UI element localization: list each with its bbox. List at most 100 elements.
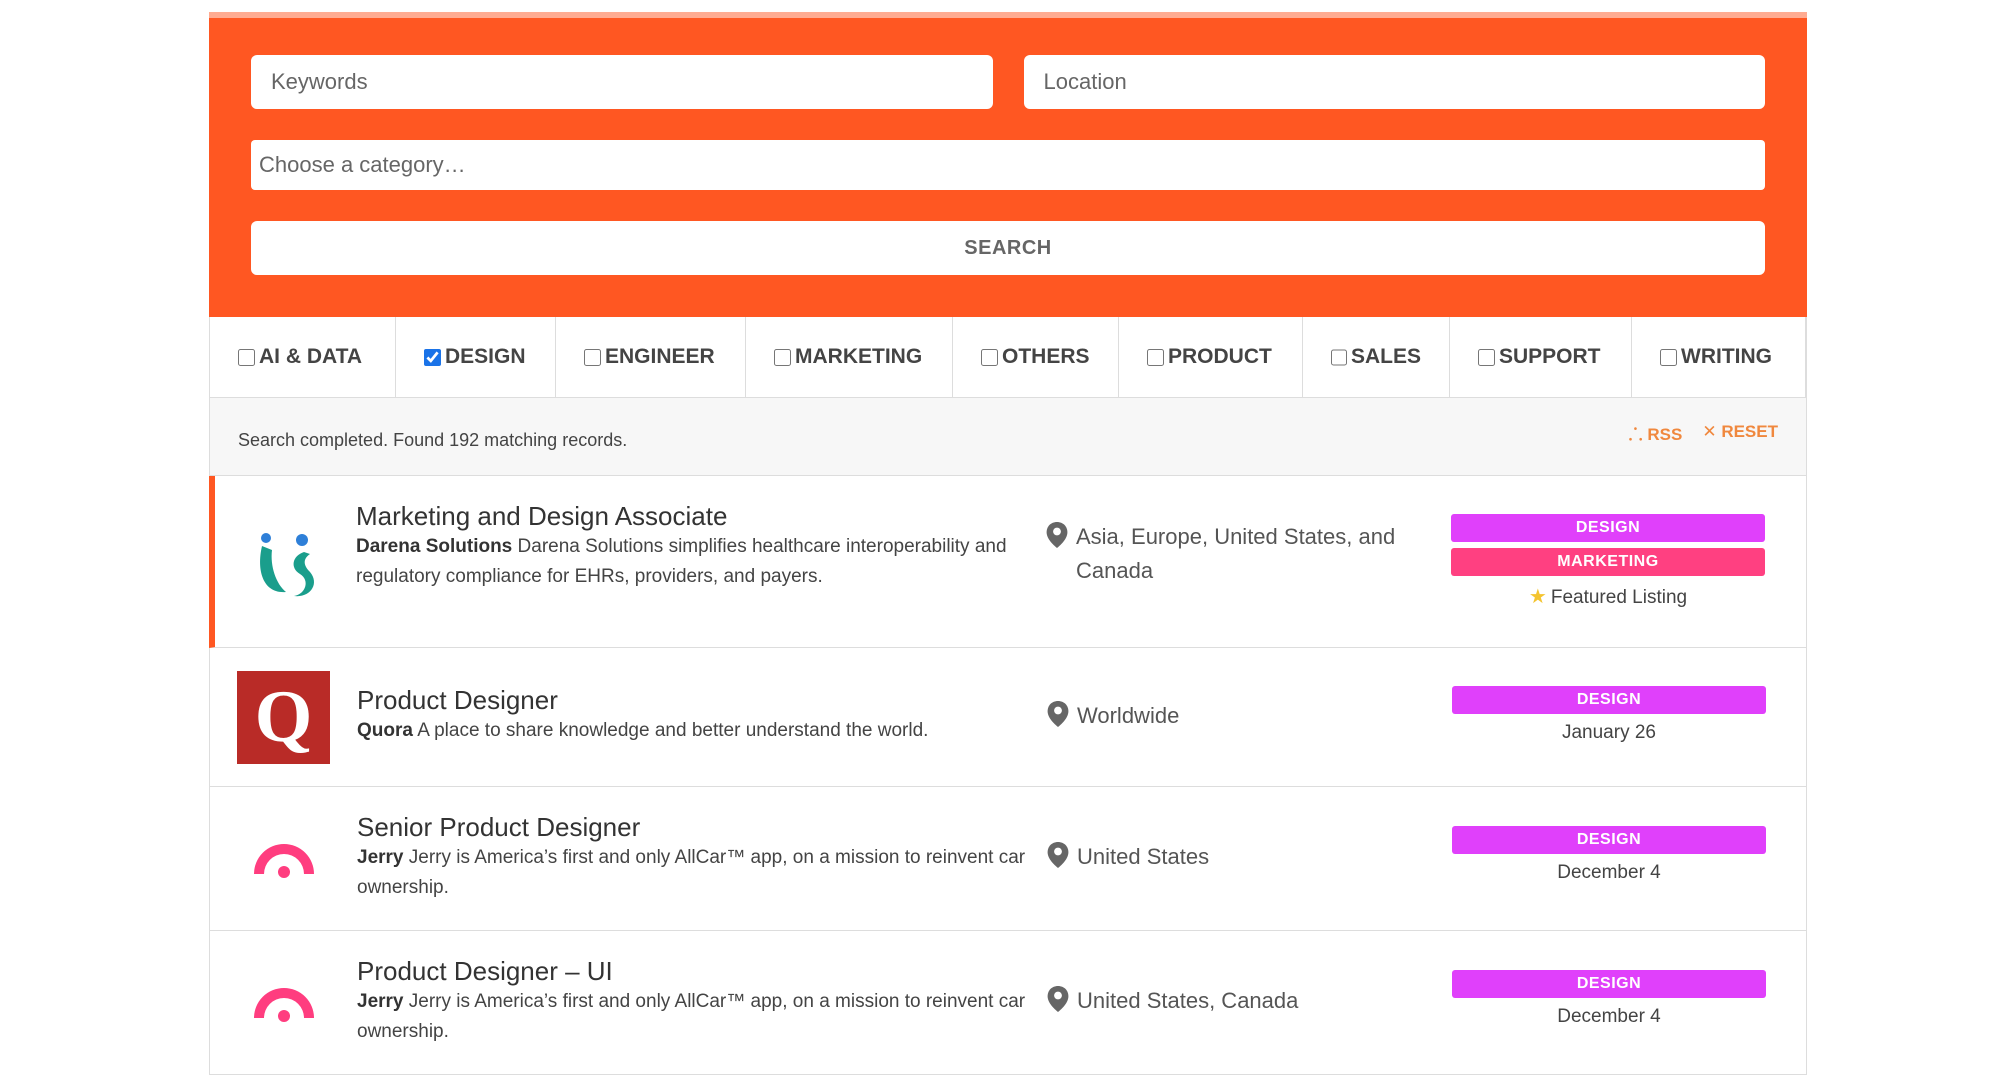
filter-sales[interactable]: SALES bbox=[1303, 317, 1450, 397]
listing-meta: DESIGN December 4 bbox=[1452, 787, 1766, 930]
company-logo-jerry bbox=[210, 931, 357, 1074]
tag-marketing[interactable]: MARKETING bbox=[1451, 548, 1765, 576]
search-status-bar: Search completed. Found 192 matching rec… bbox=[209, 398, 1807, 476]
location-text: Worldwide bbox=[1077, 703, 1180, 728]
location-pin-icon bbox=[1047, 986, 1069, 1012]
location-text: United States bbox=[1077, 844, 1210, 869]
filter-support-checkbox[interactable] bbox=[1478, 348, 1495, 366]
filter-marketing-checkbox[interactable] bbox=[774, 348, 791, 366]
company-name: Darena Solutions bbox=[356, 536, 513, 557]
job-listing[interactable]: Marketing and Design Associate Darena So… bbox=[209, 476, 1807, 648]
location-pin-icon bbox=[1047, 701, 1069, 727]
filter-label: MARKETING bbox=[795, 345, 923, 368]
rss-icon: ⸫ bbox=[1628, 425, 1643, 444]
job-location: United States, Canada bbox=[1047, 931, 1452, 1074]
location-pin-icon bbox=[1047, 842, 1069, 868]
filter-marketing[interactable]: MARKETING bbox=[746, 317, 953, 397]
filter-ai-data[interactable]: AI & DATA bbox=[210, 317, 396, 397]
job-title[interactable]: Senior Product Designer bbox=[357, 812, 641, 842]
filter-label: SUPPORT bbox=[1499, 345, 1601, 368]
company-description: Darena Solutions Darena Solutions simpli… bbox=[356, 532, 1046, 592]
filter-design[interactable]: DESIGN bbox=[396, 317, 556, 397]
company-name: Quora bbox=[357, 720, 413, 741]
keywords-input[interactable] bbox=[251, 55, 993, 109]
featured-listing-label: ★ Featured Listing bbox=[1529, 584, 1687, 609]
search-panel: Choose a category… SEARCH bbox=[209, 12, 1807, 317]
tag-design[interactable]: DESIGN bbox=[1452, 686, 1766, 714]
company-description: Jerry Jerry is America’s first and only … bbox=[357, 843, 1047, 903]
company-tagline: Jerry is America’s first and only AllCar… bbox=[357, 991, 1026, 1042]
job-title[interactable]: Product Designer bbox=[357, 685, 558, 715]
filter-writing[interactable]: WRITING bbox=[1632, 317, 1806, 397]
job-location: United States bbox=[1047, 787, 1452, 930]
location-pin-icon bbox=[1046, 522, 1068, 548]
darena-logo-icon bbox=[259, 532, 314, 596]
filter-ai-data-checkbox[interactable] bbox=[238, 348, 255, 366]
company-description: Jerry Jerry is America’s first and only … bbox=[357, 987, 1047, 1047]
filter-label: SALES bbox=[1350, 345, 1421, 368]
listing-meta: DESIGN MARKETING ★ Featured Listing bbox=[1451, 476, 1765, 647]
filter-support[interactable]: SUPPORT bbox=[1450, 317, 1632, 397]
filter-label: WRITING bbox=[1681, 345, 1772, 368]
posted-date: January 26 bbox=[1561, 722, 1656, 743]
rss-link[interactable]: ⸫ RSS bbox=[1629, 422, 1683, 445]
filter-sales-checkbox[interactable] bbox=[1331, 348, 1347, 366]
location-text: Asia, Europe, United States, and Canada bbox=[1076, 524, 1396, 583]
status-links: ⸫ RSS ✕ RESET bbox=[1629, 422, 1778, 445]
company-logo-jerry bbox=[210, 787, 357, 930]
filter-product[interactable]: PRODUCT bbox=[1119, 317, 1303, 397]
job-listing[interactable]: Senior Product Designer Jerry Jerry is A… bbox=[209, 787, 1807, 931]
close-icon: ✕ bbox=[1702, 422, 1717, 441]
filter-design-checkbox[interactable] bbox=[424, 348, 441, 366]
tag-design[interactable]: DESIGN bbox=[1451, 514, 1765, 542]
job-location: Asia, Europe, United States, and Canada bbox=[1046, 476, 1451, 647]
category-select[interactable]: Choose a category… bbox=[251, 140, 1765, 190]
reset-link[interactable]: ✕ RESET bbox=[1702, 422, 1778, 445]
job-board: Choose a category… SEARCH AI & DATA DESI… bbox=[209, 12, 1807, 1075]
job-title[interactable]: Marketing and Design Associate bbox=[356, 501, 728, 531]
company-tagline: Darena Solutions simplifies healthcare i… bbox=[356, 536, 1007, 587]
filter-engineer-checkbox[interactable] bbox=[584, 348, 601, 366]
filter-writing-checkbox[interactable] bbox=[1660, 348, 1677, 366]
category-filter-bar: AI & DATA DESIGN ENGINEER MARKETING OTHE… bbox=[209, 317, 1807, 398]
listing-meta: DESIGN January 26 bbox=[1452, 648, 1766, 786]
company-tagline: A place to share knowledge and better un… bbox=[417, 720, 929, 741]
company-description: Quora A place to share knowledge and bet… bbox=[357, 716, 1047, 746]
listing-meta: DESIGN December 4 bbox=[1452, 931, 1766, 1074]
company-name: Jerry bbox=[357, 847, 404, 868]
listing-info: Product Designer Quora A place to share … bbox=[357, 648, 1047, 786]
filter-product-checkbox[interactable] bbox=[1147, 348, 1164, 366]
filter-label: PRODUCT bbox=[1168, 345, 1272, 368]
jerry-logo-icon bbox=[253, 843, 314, 878]
rss-label: RSS bbox=[1647, 425, 1683, 444]
filter-others-checkbox[interactable] bbox=[981, 348, 998, 366]
quora-logo-icon: Q bbox=[237, 670, 330, 764]
job-listing[interactable]: Product Designer – UI Jerry Jerry is Ame… bbox=[209, 931, 1807, 1075]
job-location: Worldwide bbox=[1047, 648, 1452, 786]
company-logo-darena bbox=[215, 476, 356, 647]
posted-date: December 4 bbox=[1557, 862, 1661, 883]
filter-engineer[interactable]: ENGINEER bbox=[556, 317, 746, 397]
filter-label: AI & DATA bbox=[259, 345, 363, 368]
location-input[interactable] bbox=[1023, 55, 1765, 109]
reset-label: RESET bbox=[1721, 422, 1778, 441]
listing-info: Senior Product Designer Jerry Jerry is A… bbox=[357, 787, 1047, 930]
quora-logo-letter: Q bbox=[254, 676, 313, 758]
search-row bbox=[251, 55, 1765, 109]
tag-design[interactable]: DESIGN bbox=[1452, 826, 1766, 854]
company-logo-quora: Q bbox=[210, 648, 357, 786]
filter-label: ENGINEER bbox=[605, 345, 715, 368]
search-button[interactable]: SEARCH bbox=[251, 221, 1765, 275]
posted-date: December 4 bbox=[1557, 1006, 1661, 1027]
featured-text: Featured Listing bbox=[1550, 587, 1688, 608]
filter-others[interactable]: OTHERS bbox=[953, 317, 1119, 397]
filter-label: OTHERS bbox=[1002, 345, 1090, 368]
job-listing[interactable]: Q Product Designer Quora A place to shar… bbox=[209, 648, 1807, 787]
company-name: Jerry bbox=[357, 991, 404, 1012]
star-icon: ★ bbox=[1528, 586, 1547, 608]
tag-design[interactable]: DESIGN bbox=[1452, 970, 1766, 998]
job-title[interactable]: Product Designer – UI bbox=[357, 956, 613, 986]
listing-info: Marketing and Design Associate Darena So… bbox=[356, 476, 1046, 647]
listing-info: Product Designer – UI Jerry Jerry is Ame… bbox=[357, 931, 1047, 1074]
results-count-text: Search completed. Found 192 matching rec… bbox=[238, 430, 628, 450]
